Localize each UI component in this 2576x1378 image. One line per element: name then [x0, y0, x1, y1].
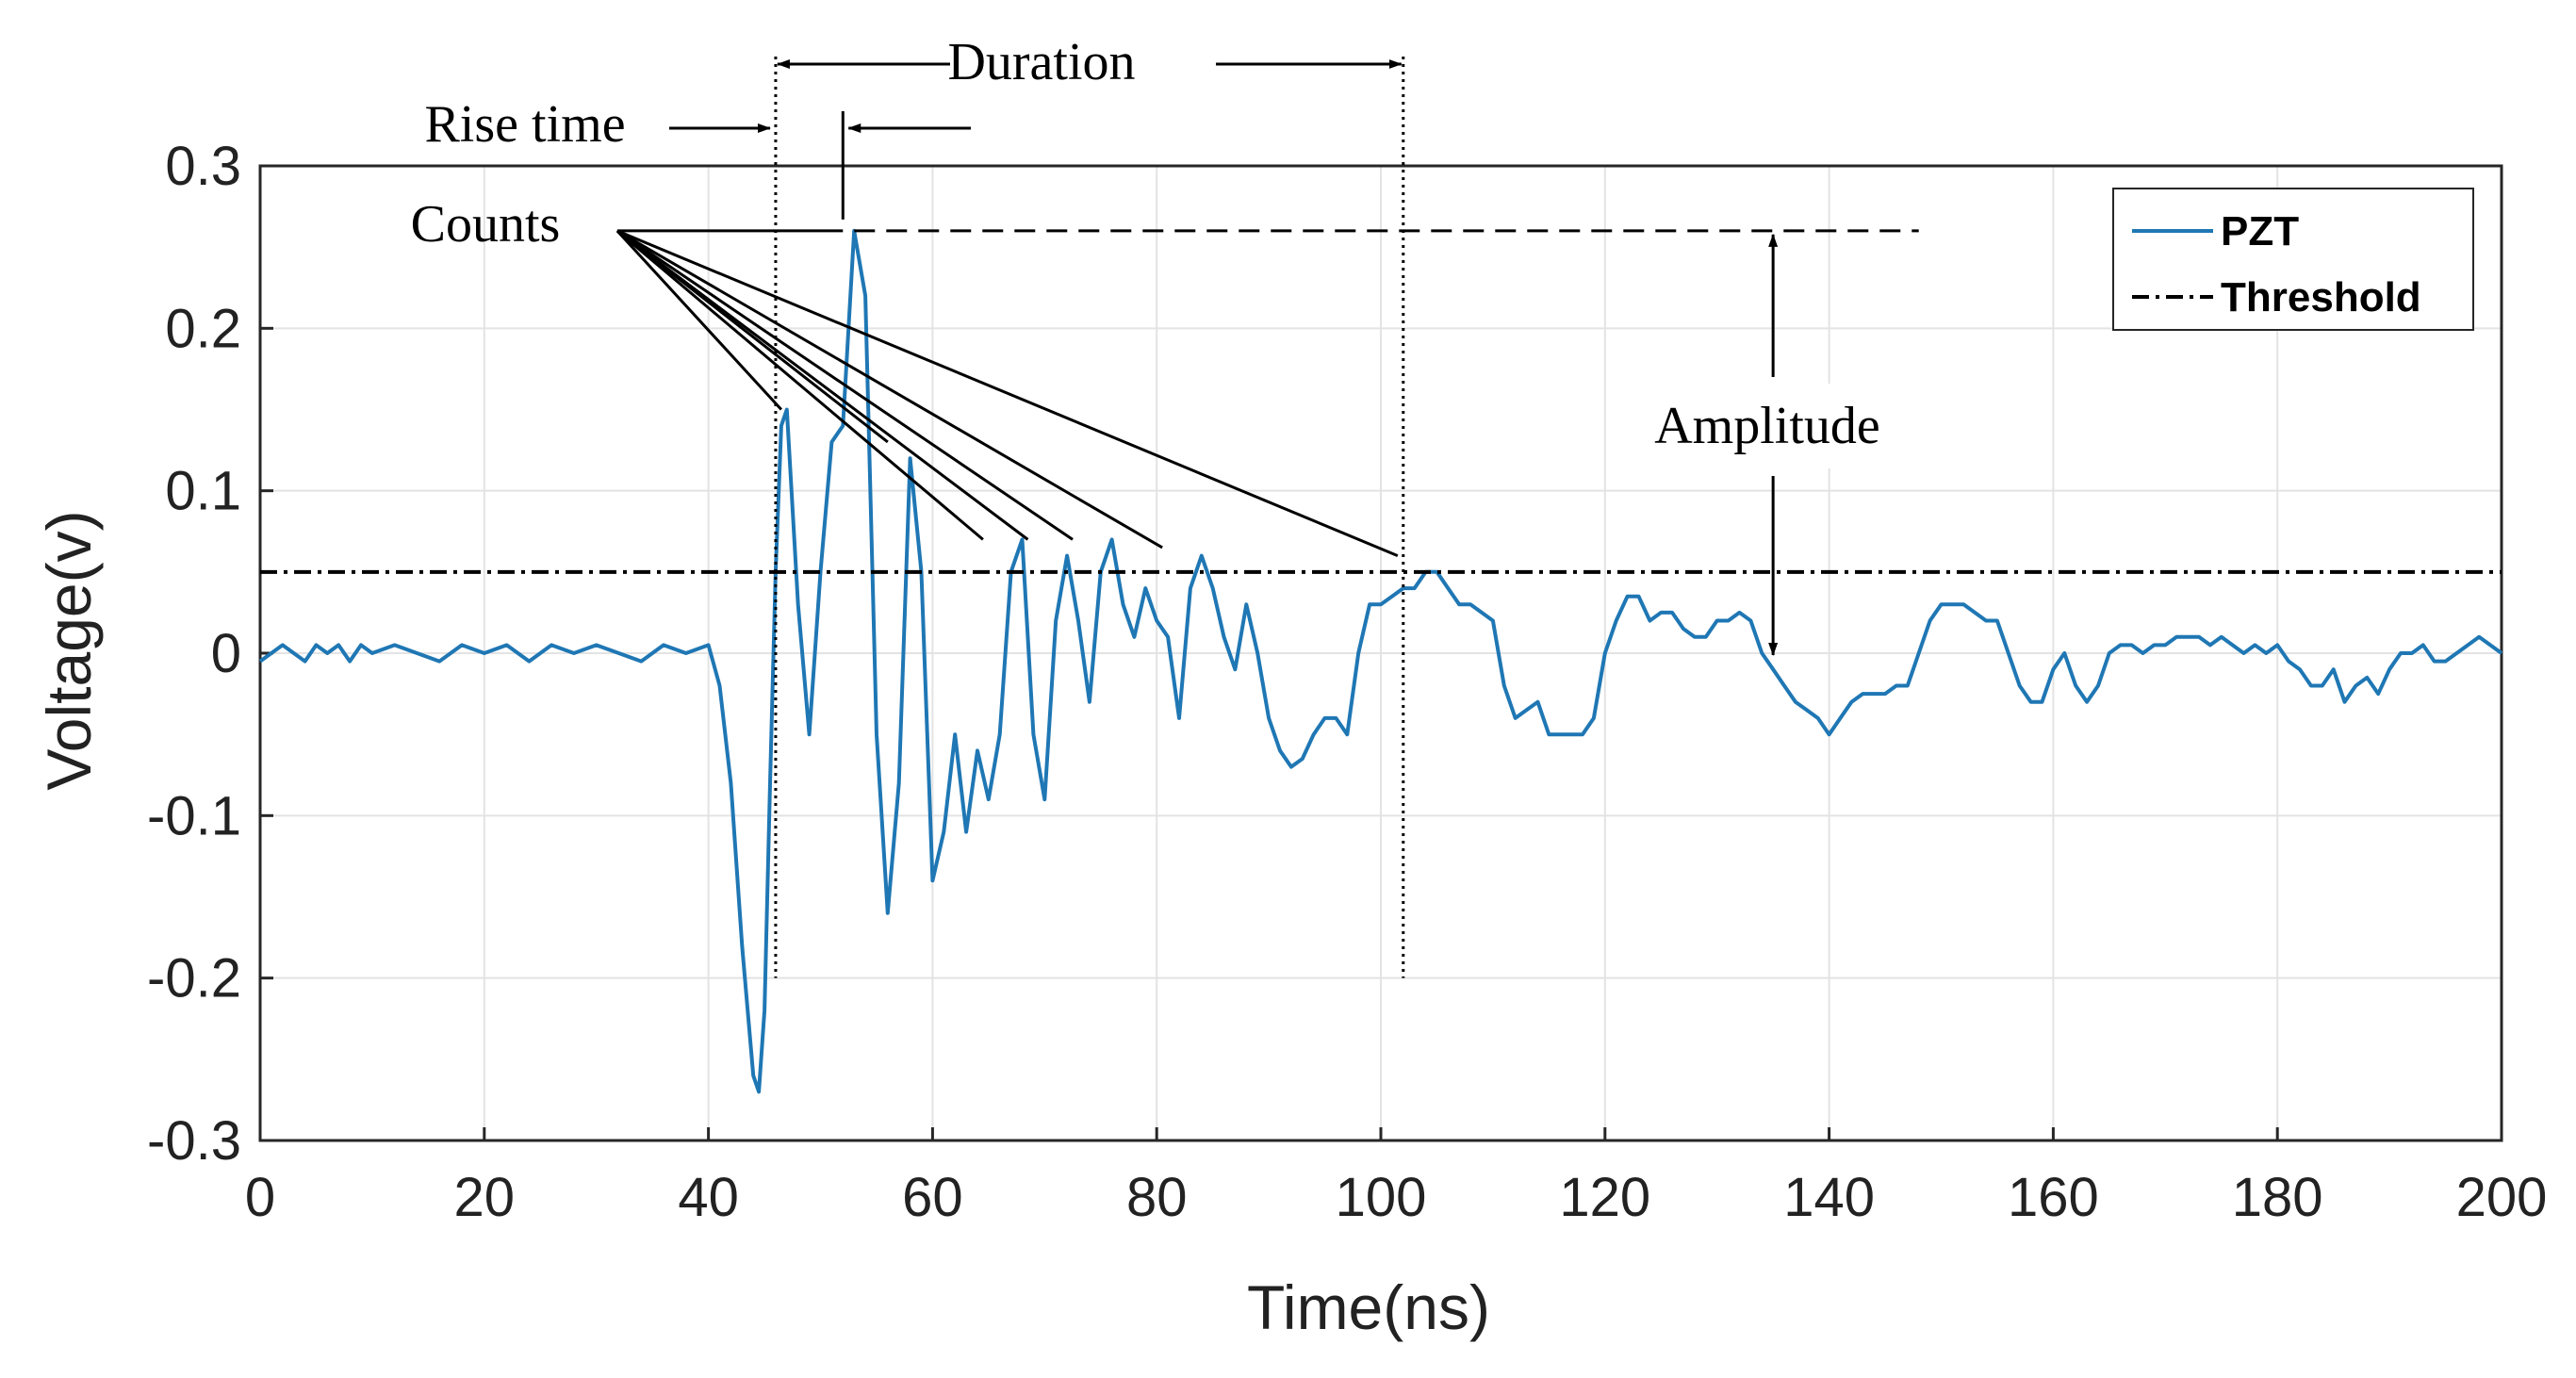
- amplitude-label-bg: [1635, 384, 1899, 468]
- duration-label: Duration: [947, 33, 1135, 91]
- counts-pointer-line: [616, 229, 1163, 550]
- x-tick-label: 180: [2232, 1167, 2323, 1228]
- counts-pointer-line: [616, 229, 1074, 541]
- legend-box: [2112, 188, 2474, 331]
- x-tick-label: 160: [2008, 1167, 2099, 1228]
- y-tick-label: 0.3: [165, 136, 241, 197]
- y-tick-label: -0.1: [147, 785, 241, 846]
- x-tick-label: 200: [2456, 1167, 2548, 1228]
- y-tick-label: 0.2: [165, 298, 241, 359]
- pzt-series-line: [258, 228, 2503, 1094]
- rise-time-label: Rise time: [424, 95, 625, 154]
- counts-pointer-line: [615, 229, 782, 411]
- counts-label: Counts: [411, 195, 561, 254]
- annotation-layer: [615, 57, 1919, 978]
- x-tick-label: 20: [454, 1167, 516, 1228]
- y-axis-ticks: -0.3 -0.2 -0.1 0 0.1 0.2 0.3: [147, 136, 273, 1172]
- x-tick-label: 60: [902, 1167, 963, 1228]
- legend-threshold-label: Threshold: [2221, 274, 2421, 320]
- x-tick-label: 100: [1336, 1167, 1427, 1228]
- y-tick-label: 0.1: [165, 461, 241, 522]
- x-tick-label: 140: [1783, 1167, 1875, 1228]
- x-tick-label: 80: [1126, 1167, 1188, 1228]
- y-axis-label: Voltage(v): [34, 510, 104, 790]
- x-tick-label: 40: [678, 1167, 739, 1228]
- y-tick-label: 0: [211, 623, 241, 684]
- y-tick-label: -0.3: [147, 1110, 241, 1172]
- x-tick-label: 120: [1559, 1167, 1650, 1228]
- counts-pointer-line: [615, 229, 984, 541]
- legend: PZT Threshold: [2112, 188, 2474, 331]
- amplitude-label: Amplitude: [1654, 397, 1880, 455]
- counts-pointer-line: [615, 229, 1029, 541]
- y-tick-label: -0.2: [147, 948, 241, 1009]
- x-tick-label: 0: [245, 1167, 275, 1228]
- legend-pzt-label: PZT: [2221, 208, 2299, 254]
- counts-pointer-line: [616, 229, 1399, 557]
- series-layer: [258, 228, 2503, 1094]
- x-axis-label: Time(ns): [1247, 1272, 1490, 1342]
- x-axis-ticks: 0 20 40 60 80 100 120 140 160 180 200: [245, 1127, 2548, 1228]
